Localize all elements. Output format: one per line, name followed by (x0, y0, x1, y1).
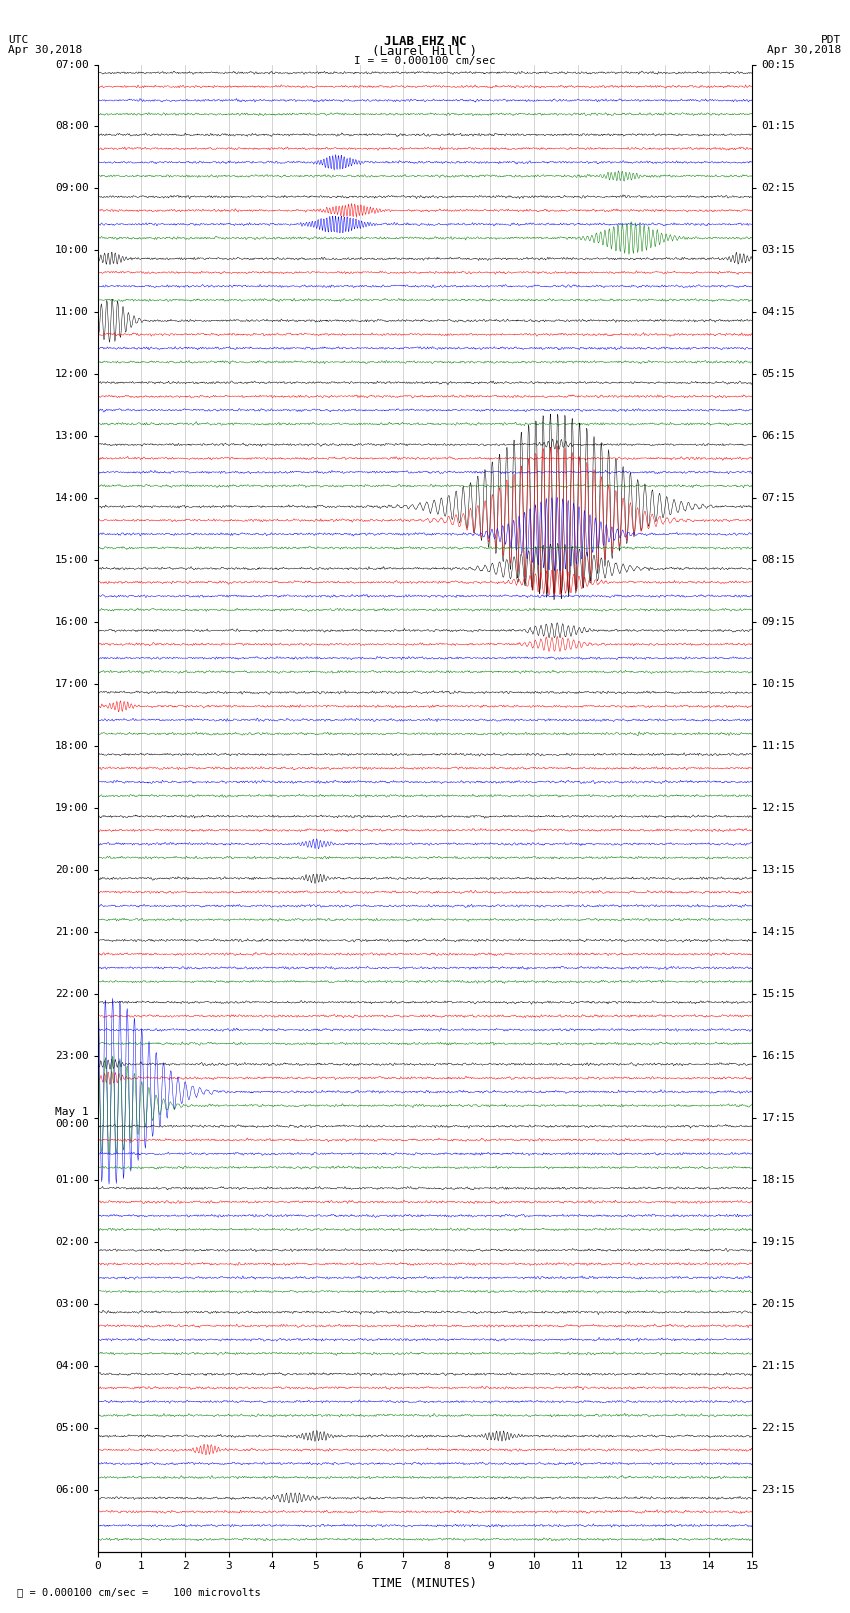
Text: UTC: UTC (8, 35, 29, 45)
Text: (Laurel Hill ): (Laurel Hill ) (372, 45, 478, 58)
Text: I = = 0.000100 cm/sec: I = = 0.000100 cm/sec (354, 56, 496, 66)
X-axis label: TIME (MINUTES): TIME (MINUTES) (372, 1578, 478, 1590)
Text: PDT: PDT (821, 35, 842, 45)
Text: Apr 30,2018: Apr 30,2018 (768, 45, 842, 55)
Text: JLAB EHZ NC: JLAB EHZ NC (383, 35, 467, 48)
Text: Apr 30,2018: Apr 30,2018 (8, 45, 82, 55)
Text: ⏐ = 0.000100 cm/sec =    100 microvolts: ⏐ = 0.000100 cm/sec = 100 microvolts (17, 1587, 261, 1597)
